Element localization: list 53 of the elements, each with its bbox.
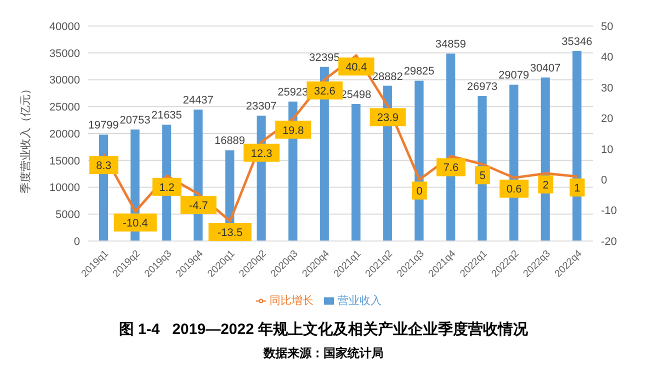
data-label: 30407 xyxy=(530,62,561,75)
data-label: 23.9 xyxy=(377,112,399,124)
data-label: -10.4 xyxy=(122,218,148,230)
y2-tick-label: 0 xyxy=(601,174,608,186)
data-label: 1.2 xyxy=(159,182,175,194)
data-label: 40.4 xyxy=(346,61,367,74)
data-label: 24437 xyxy=(182,94,214,107)
data-label: 32.6 xyxy=(314,85,336,98)
y-tick-label: 10000 xyxy=(49,182,80,194)
data-label: -13.5 xyxy=(217,227,243,240)
data-label: 8.3 xyxy=(96,160,112,172)
data-label: 19.8 xyxy=(282,124,304,137)
data-label: 0 xyxy=(416,186,422,198)
y2-tick-label: 50 xyxy=(601,20,614,33)
text: 图 1-4 2019—2022 年规上文化及相关产业企业季度营收情况 xyxy=(118,320,530,339)
data-label: 32395 xyxy=(309,52,340,64)
source-note: 数据来源：国家统计局 xyxy=(262,345,384,362)
y-tick-label: 0 xyxy=(74,236,80,248)
data-label: 23307 xyxy=(246,100,277,113)
data-label: -4.7 xyxy=(188,200,208,212)
data-label: 12.3 xyxy=(250,148,272,160)
y-tick-label: 5000 xyxy=(56,209,80,222)
y2-tick-label: -10 xyxy=(601,205,617,218)
data-label: 2 xyxy=(542,179,549,192)
data-label: 28882 xyxy=(372,70,403,83)
y2-tick-label: -20 xyxy=(601,236,617,248)
data-label: 35346 xyxy=(562,36,592,48)
y2-tick-label: 40 xyxy=(601,52,614,64)
legend-label: 营业收入 xyxy=(338,295,382,307)
data-label: 26973 xyxy=(466,81,498,94)
data-label: 1 xyxy=(574,182,580,194)
data-label: 0.6 xyxy=(506,184,522,196)
y-tick-label: 25000 xyxy=(49,102,80,114)
data-label: 21635 xyxy=(151,110,182,122)
bar xyxy=(352,104,360,241)
data-label: 29825 xyxy=(404,66,434,78)
y-tick-label: 35000 xyxy=(49,48,80,60)
y-tick-label: 20000 xyxy=(49,128,80,140)
legend-label: 同比增长 xyxy=(270,295,314,307)
y-tick-label: 40000 xyxy=(49,20,80,33)
data-label: 29079 xyxy=(498,70,530,82)
y-tick-label: 15000 xyxy=(49,155,80,168)
y-axis-title: 季度营业收入（亿元） xyxy=(18,84,32,194)
y2-tick-label: 30 xyxy=(601,82,614,94)
data-label: 19799 xyxy=(88,120,119,132)
data-label: 34859 xyxy=(435,38,466,51)
data-label: 20753 xyxy=(120,114,150,126)
y2-tick-label: 20 xyxy=(601,113,614,126)
y-tick-label: 30000 xyxy=(49,74,80,87)
y2-tick-label: 10 xyxy=(601,144,614,156)
data-label: 7.6 xyxy=(443,162,459,174)
data-label: 5 xyxy=(479,170,486,182)
data-label: 16889 xyxy=(214,135,246,148)
